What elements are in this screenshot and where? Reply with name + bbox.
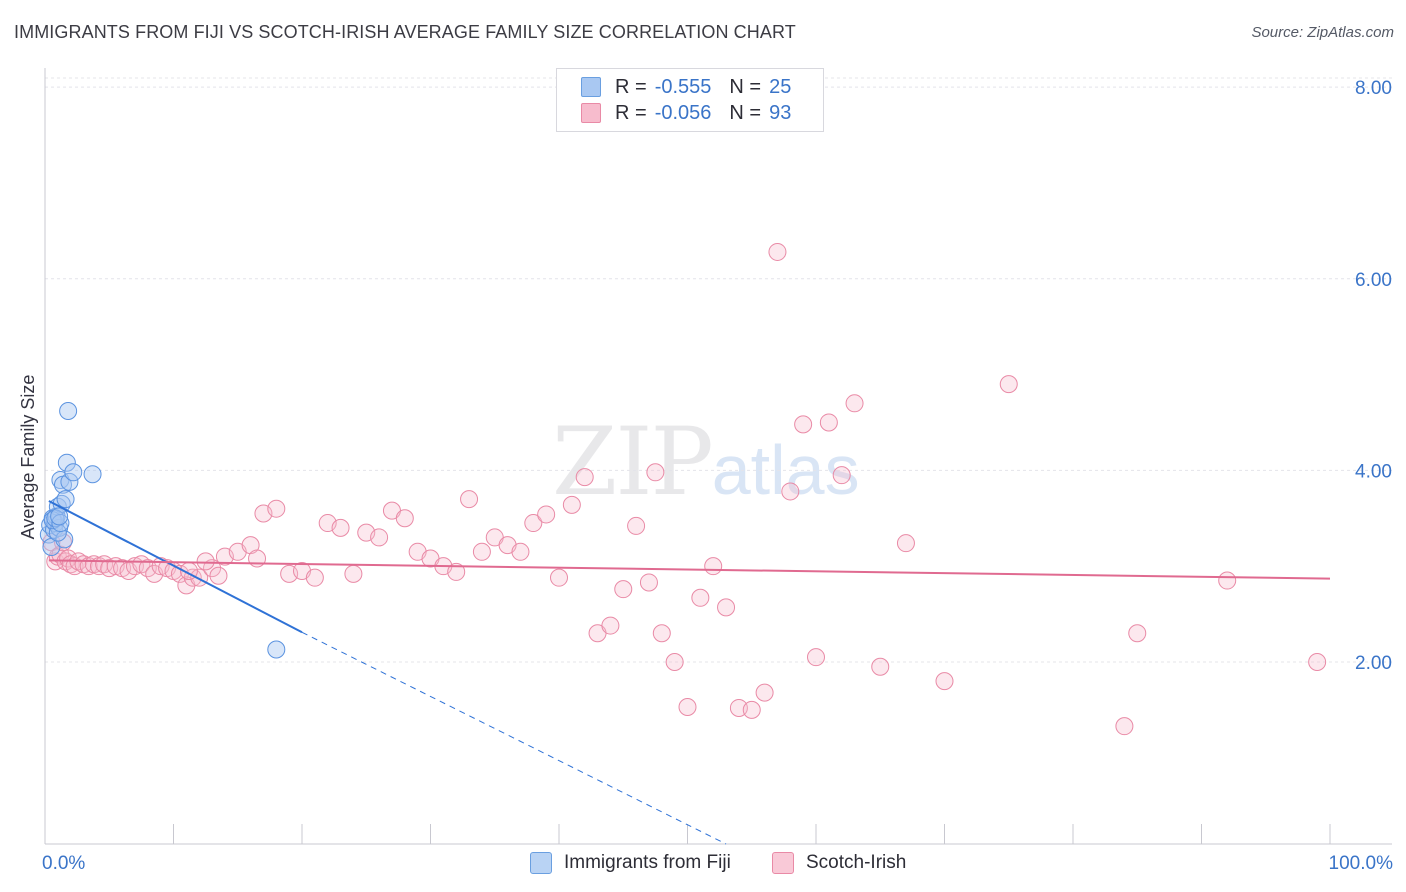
scotch-point: [550, 568, 568, 587]
chart-title: IMMIGRANTS FROM FIJI VS SCOTCH-IRISH AVE…: [14, 22, 796, 42]
legend-item-fiji[interactable]: Immigrants from Fiji: [530, 852, 731, 874]
fiji-point: [59, 401, 78, 420]
fiji-point: [57, 453, 76, 472]
scotch-point: [100, 559, 119, 578]
scotch-point: [845, 394, 864, 413]
n-label: N =: [729, 75, 762, 98]
scotch-point: [203, 559, 222, 578]
n-value: 93: [769, 101, 792, 124]
scotch-swatch: [581, 103, 601, 123]
scotch-point: [646, 463, 665, 482]
fiji-point: [56, 490, 75, 509]
scotch-point: [209, 566, 228, 585]
scotch-point: [1308, 652, 1327, 671]
r-label: R =: [615, 75, 647, 98]
n-value: 25: [769, 75, 792, 98]
fiji-swatch: [581, 77, 601, 97]
scotch-point: [627, 516, 646, 535]
scotch-point: [768, 242, 787, 261]
scotch-point: [639, 573, 658, 592]
x-tick-label-max: 100.0%: [1329, 853, 1394, 874]
r-label: R =: [615, 101, 647, 124]
scotch-point: [196, 552, 215, 571]
stats-legend: R = -0.555 N = 25 R = -0.056 N = 93: [556, 68, 824, 132]
r-value: -0.056: [654, 101, 712, 124]
fiji-point: [64, 463, 83, 482]
y-axis-label: Average Family Size: [18, 375, 38, 540]
scotch-point: [755, 683, 774, 702]
scotch-point: [999, 375, 1018, 394]
scotch-point: [267, 499, 286, 518]
scotch-point: [370, 528, 389, 547]
scotch-point: [537, 505, 556, 524]
fiji-point: [60, 472, 79, 491]
scotch-point: [742, 700, 761, 719]
scotch-point: [472, 542, 491, 561]
scotch-point: [395, 509, 414, 528]
scotch-legend-swatch: [772, 852, 794, 874]
y-tick-label: 8.00: [1355, 78, 1392, 99]
scotch-point: [665, 652, 684, 671]
chart-source: Source: ZipAtlas.com: [1251, 24, 1394, 41]
fiji-point: [50, 507, 69, 526]
n-label: N =: [729, 101, 762, 124]
legend-label-scotch: Scotch-Irish: [806, 852, 907, 873]
scotch-point: [781, 482, 800, 501]
series-legend: Immigrants from Fiji Scotch-Irish: [0, 852, 1406, 878]
scotch-point: [53, 533, 72, 552]
scotch-point: [807, 648, 825, 667]
scotch-point: [935, 672, 954, 691]
stats-legend-row-scotch: R = -0.056 N = 93: [581, 100, 791, 126]
scotch-point: [678, 698, 697, 717]
scotch-point: [794, 415, 813, 434]
stats-legend-row-fiji: R = -0.555 N = 25: [581, 74, 791, 100]
watermark-zip: ZIP: [552, 408, 714, 517]
scotch-point: [331, 518, 350, 537]
scotch-trend-line: [48, 559, 1331, 580]
fiji-trend-extension: [301, 631, 727, 845]
scotch-point: [652, 624, 671, 643]
scotch-point: [832, 466, 851, 485]
scotch-point: [691, 588, 710, 607]
scotch-point: [614, 580, 633, 599]
scotch-point: [871, 657, 890, 676]
fiji-point: [267, 640, 286, 659]
scotch-point: [460, 490, 479, 509]
scotch-point: [819, 413, 838, 432]
fiji-legend-swatch: [530, 852, 552, 874]
legend-label-fiji: Immigrants from Fiji: [564, 852, 731, 873]
scotch-point: [1218, 571, 1237, 590]
scotch-point: [305, 568, 324, 587]
scotch-point: [344, 564, 363, 583]
scotch-point: [1128, 624, 1147, 643]
y-tick-label: 2.00: [1355, 653, 1392, 674]
scotch-point: [447, 562, 466, 581]
fiji-point: [83, 465, 102, 484]
scotch-point: [704, 557, 723, 576]
scotch-point: [1115, 717, 1134, 736]
r-value: -0.555: [654, 75, 712, 98]
scotch-point: [511, 542, 530, 561]
scotch-point: [575, 468, 594, 487]
scotch-point: [601, 616, 620, 635]
scotch-point: [562, 495, 581, 514]
fiji-trend-line: [48, 500, 303, 634]
y-tick-label: 4.00: [1355, 461, 1392, 482]
x-tick-label-min: 0.0%: [42, 853, 85, 874]
y-tick-label: 6.00: [1355, 270, 1392, 291]
fiji-point: [51, 514, 70, 533]
scotch-point: [896, 534, 915, 553]
scotch-point: [717, 598, 736, 617]
legend-item-scotch[interactable]: Scotch-Irish: [772, 852, 906, 874]
scotch-point: [524, 514, 543, 533]
